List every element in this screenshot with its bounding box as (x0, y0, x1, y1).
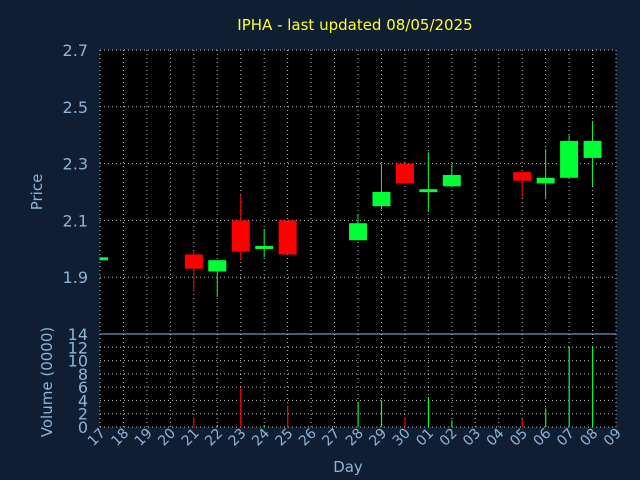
price-tick-label: 2.3 (63, 155, 88, 174)
day-axis-ticks: 17 18 19 20 21 22 23 24 25 26 27 28 29 30 01 02 03 04 05 06… (85, 425, 625, 449)
price-axis-ticks: 2.7 2.5 2.3 2.1 1.9 (63, 41, 88, 287)
volume-bar (521, 419, 523, 427)
candle-body (372, 192, 391, 207)
x-axis-label: Day (333, 458, 363, 476)
volume-bar (216, 425, 218, 427)
price-tick-label: 2.7 (63, 41, 88, 60)
volume-axis-label: Volume (0000) (38, 327, 56, 437)
candle-body (100, 257, 108, 261)
candle-body (208, 260, 227, 272)
volume-bar (451, 420, 453, 427)
volume-bar (193, 418, 195, 427)
volume-bar (287, 405, 289, 427)
volume-tick-label: 0 (78, 418, 88, 437)
volume-bar (592, 345, 594, 427)
candle-body (255, 245, 274, 249)
candle-body (349, 223, 367, 241)
candle-body (583, 140, 602, 158)
volume-tick-label: 14 (68, 325, 88, 344)
volume-tick-label: 2 (78, 405, 88, 424)
candle-body (278, 220, 297, 255)
volume-bars (193, 345, 594, 427)
volume-bar (240, 387, 242, 427)
chart-title: IPHA - last updated 08/05/2025 (237, 16, 472, 34)
volume-tick-label: 4 (78, 391, 88, 410)
candle-body (442, 174, 461, 187)
candle-body (231, 220, 250, 252)
volume-tick-label: 8 (78, 365, 88, 384)
volume-bar (545, 408, 547, 427)
candle-body (536, 177, 555, 184)
volume-bar (404, 417, 406, 427)
volume-tick-label: 10 (68, 352, 88, 371)
price-tick-label: 2.5 (63, 98, 88, 117)
candle-body (395, 163, 414, 184)
volume-tick-label: 12 (68, 338, 88, 357)
volume-bar (427, 397, 430, 427)
volume-bar (357, 401, 359, 427)
volume-bar (380, 400, 383, 427)
candle-body (513, 172, 532, 181)
volume-bar (263, 425, 265, 427)
price-tick-label: 2.1 (63, 211, 88, 230)
price-tick-label: 1.9 (63, 268, 88, 287)
candle-body (560, 140, 579, 178)
candle-body (419, 189, 438, 193)
candles (99, 121, 602, 298)
price-plot-area (100, 50, 616, 334)
y-axis-label: Price (28, 174, 46, 211)
volume-tick-label: 6 (78, 378, 88, 397)
volume-bar (568, 345, 570, 427)
candle-body (184, 254, 203, 269)
